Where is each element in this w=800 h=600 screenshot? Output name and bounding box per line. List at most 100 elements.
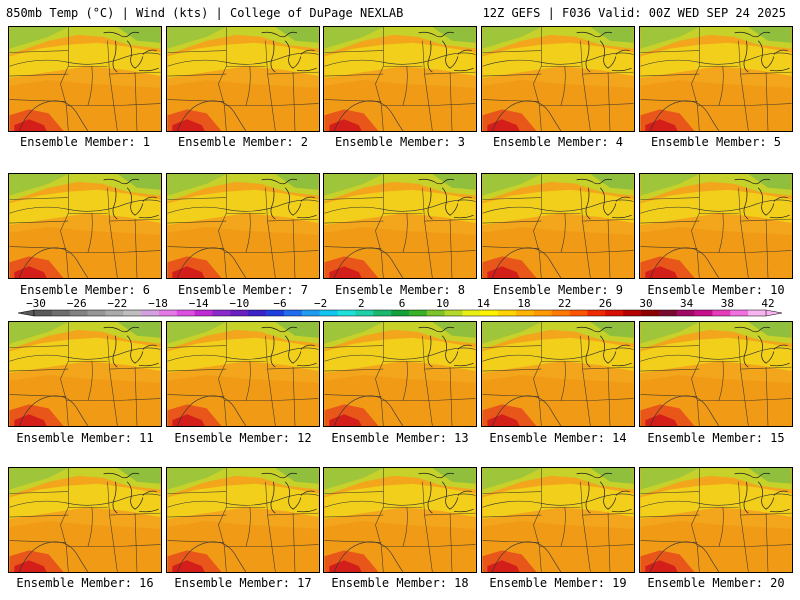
map-panel-8 xyxy=(323,173,477,279)
colorbar-swatch xyxy=(569,310,588,316)
colorbar-swatch xyxy=(462,310,481,316)
map-panel-15 xyxy=(639,321,793,427)
member-17-map xyxy=(167,468,319,572)
member-1-map xyxy=(9,27,161,131)
member-label-6: Ensemble Member: 6 xyxy=(19,283,151,297)
member-label-5: Ensemble Member: 5 xyxy=(650,135,782,149)
map-panel-4 xyxy=(481,26,635,132)
colorbar-swatch xyxy=(69,310,88,316)
member-13-map xyxy=(324,322,476,426)
colorbar-tick-label: 26 xyxy=(599,297,612,310)
map-panel-3 xyxy=(323,26,477,132)
map-panel-18 xyxy=(323,467,477,573)
colorbar-outline xyxy=(33,309,767,317)
colorbar-swatch xyxy=(730,310,749,316)
colorbar-right-arrow xyxy=(765,309,783,317)
member-label-18: Ensemble Member: 18 xyxy=(331,576,469,590)
colorbar-swatch xyxy=(641,310,660,316)
member-label-4: Ensemble Member: 4 xyxy=(492,135,624,149)
colorbar-swatch xyxy=(748,310,767,316)
member-label-19: Ensemble Member: 19 xyxy=(489,576,627,590)
colorbar-swatch xyxy=(373,310,392,316)
colorbar-swatch xyxy=(551,310,570,316)
colorbar-swatch xyxy=(34,310,53,316)
colorbar-tick-label: 18 xyxy=(517,297,530,310)
member-label-15: Ensemble Member: 15 xyxy=(647,431,785,445)
colorbar-tick-label: −2 xyxy=(314,297,327,310)
colorbar-swatch xyxy=(480,310,499,316)
member-9-map xyxy=(482,174,634,278)
map-panel-5 xyxy=(639,26,793,132)
colorbar-swatch xyxy=(391,310,410,316)
header-title-left: 850mb Temp (°C) | Wind (kts) | College o… xyxy=(6,6,404,20)
colorbar-svg: −30 −26 −22 −18 −14 −10 −6 −2 2 6 10 14 18 22 26 30 34 38… xyxy=(17,297,783,317)
colorbar-tick-label: 2 xyxy=(358,297,365,310)
colorbar-tick-label: −26 xyxy=(67,297,87,310)
colorbar-swatch xyxy=(176,310,195,316)
map-panel-1 xyxy=(8,26,162,132)
colorbar-swatch xyxy=(605,310,624,316)
colorbar-tick-label: −10 xyxy=(229,297,249,310)
member-15-map xyxy=(640,322,792,426)
colorbar-swatch xyxy=(587,310,606,316)
colorbar-swatch xyxy=(212,310,231,316)
colorbar-swatch xyxy=(444,310,463,316)
member-3-map xyxy=(324,27,476,131)
member-label-1: Ensemble Member: 1 xyxy=(19,135,151,149)
colorbar-tick-label: 6 xyxy=(399,297,406,310)
member-12-map xyxy=(167,322,319,426)
map-panel-20 xyxy=(639,467,793,573)
member-label-8: Ensemble Member: 8 xyxy=(334,283,466,297)
colorbar-swatch xyxy=(712,310,731,316)
colorbar-swatch xyxy=(408,310,428,316)
member-7-map xyxy=(167,174,319,278)
colorbar-swatch xyxy=(355,310,374,316)
member-label-17: Ensemble Member: 17 xyxy=(174,576,312,590)
member-19-map xyxy=(482,468,634,572)
member-label-20: Ensemble Member: 20 xyxy=(647,576,785,590)
map-panel-14 xyxy=(481,321,635,427)
colorbar-swatch xyxy=(230,310,249,316)
member-4-map xyxy=(482,27,634,131)
colorbar-swatch xyxy=(426,310,445,316)
member-label-12: Ensemble Member: 12 xyxy=(174,431,312,445)
colorbar-tick-label: 22 xyxy=(558,297,571,310)
member-8-map xyxy=(324,174,476,278)
colorbar-swatch xyxy=(676,310,695,316)
colorbar-tick-label: −18 xyxy=(148,297,168,310)
map-panel-7 xyxy=(166,173,320,279)
member-20-map xyxy=(640,468,792,572)
colorbar-swatch xyxy=(694,310,713,316)
map-panel-10 xyxy=(639,173,793,279)
member-label-3: Ensemble Member: 3 xyxy=(334,135,466,149)
colorbar-tick-label: −14 xyxy=(189,297,209,310)
colorbar-swatch xyxy=(283,310,303,316)
colorbar-swatch xyxy=(623,310,642,316)
colorbar-swatch xyxy=(658,310,678,316)
colorbar-swatch xyxy=(301,310,320,316)
colorbar-tick-label: 42 xyxy=(761,297,774,310)
map-panel-13 xyxy=(323,321,477,427)
map-panel-19 xyxy=(481,467,635,573)
map-panel-6 xyxy=(8,173,162,279)
colorbar-swatch xyxy=(141,310,160,316)
member-11-map xyxy=(9,322,161,426)
member-label-14: Ensemble Member: 14 xyxy=(489,431,627,445)
colorbar-tick-label: 14 xyxy=(477,297,491,310)
member-16-map xyxy=(9,468,161,572)
colorbar-swatch xyxy=(123,310,142,316)
colorbar-tick-label: −22 xyxy=(107,297,127,310)
colorbar-swatch xyxy=(248,310,267,316)
temperature-colorbar: −30 −26 −22 −18 −14 −10 −6 −2 2 6 10 14 18 22 26 30 34 38… xyxy=(0,296,800,324)
member-label-16: Ensemble Member: 16 xyxy=(16,576,154,590)
colorbar-swatch xyxy=(498,310,517,316)
colorbar-swatch xyxy=(87,310,106,316)
member-label-13: Ensemble Member: 13 xyxy=(331,431,469,445)
colorbar-swatch xyxy=(158,310,178,316)
colorbar-tick-label: 30 xyxy=(639,297,652,310)
colorbar-swatch xyxy=(266,310,285,316)
colorbar-swatch xyxy=(337,310,356,316)
colorbar-swatch xyxy=(319,310,338,316)
map-panel-9 xyxy=(481,173,635,279)
member-18-map xyxy=(324,468,476,572)
